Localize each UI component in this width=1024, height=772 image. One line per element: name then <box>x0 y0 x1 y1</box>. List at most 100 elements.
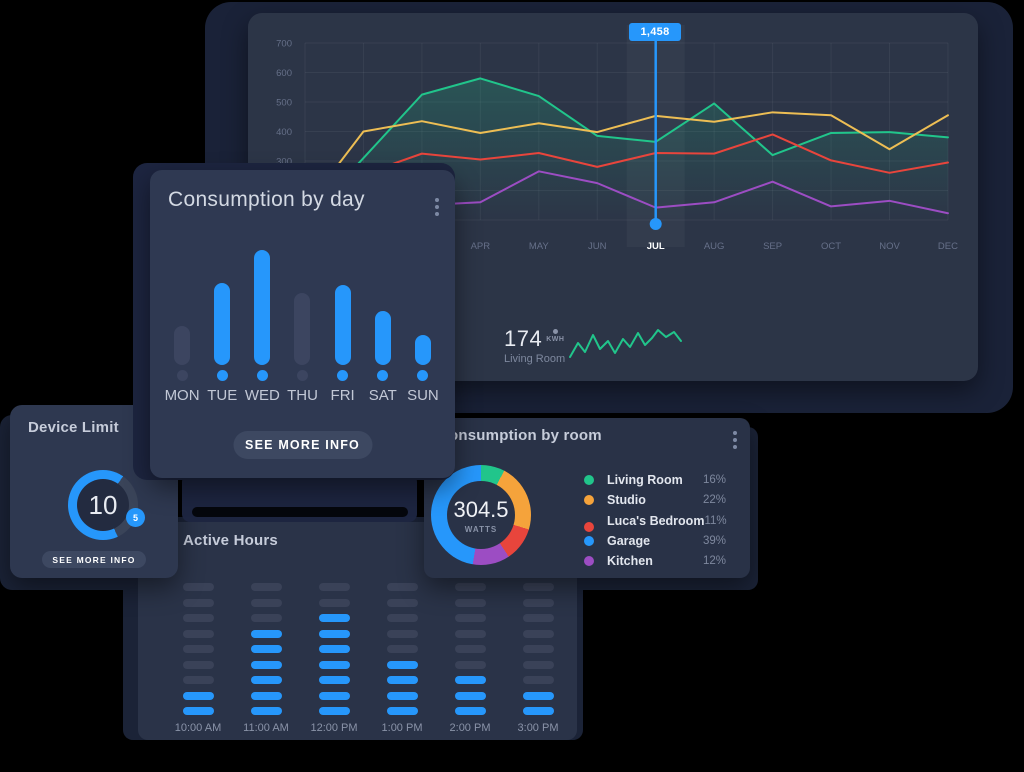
activity-pill <box>318 629 350 638</box>
x-axis-month-sep[interactable]: SEP <box>763 241 782 252</box>
activity-pill <box>250 691 282 700</box>
device-limit-badge: 5 <box>126 508 145 527</box>
legend-row-kitchen: Kitchen 12% <box>584 551 726 571</box>
stat-unit: KWH <box>546 336 565 343</box>
day-column-sun[interactable]: SUN <box>403 250 443 405</box>
day-column-fri[interactable]: FRI <box>323 250 363 405</box>
sparkline-path <box>569 329 682 358</box>
green-area-fill <box>305 78 948 222</box>
x-axis-month-jul[interactable]: JUL <box>647 241 665 252</box>
activity-pill <box>182 583 214 591</box>
legend-label: Living Room <box>607 473 683 488</box>
consumption-by-room-card: Consumption by room 304.5 WATTS Living R… <box>424 418 750 578</box>
x-axis-month-dec[interactable]: DEC <box>938 241 958 252</box>
tooltip-marker-dot[interactable] <box>649 218 662 230</box>
activity-pill <box>522 614 554 622</box>
activity-pill <box>182 645 214 653</box>
room-donut-chart: 304.5 WATTS <box>431 465 531 565</box>
day-column-wed[interactable]: WED <box>242 250 282 405</box>
y-axis-tick: 600 <box>276 68 292 79</box>
kebab-menu-icon[interactable] <box>431 194 443 220</box>
legend-dot-icon <box>584 536 594 547</box>
day-label: TUE <box>207 387 238 404</box>
living-room-stat: 174 KWH Living Room <box>504 326 565 365</box>
active-hours-column: 10:00 AM <box>164 583 232 734</box>
activity-pill <box>454 583 486 591</box>
room-legend: Living Room 16% Studio 22% Luca's Bedroom 11%… <box>584 470 727 571</box>
activity-pill <box>454 614 486 622</box>
legend-dot-icon <box>584 495 594 506</box>
legend-percent: 12% <box>702 555 726 568</box>
tooltip-value: 1,458 <box>640 26 670 38</box>
room-card-title: Consumption by room <box>438 427 602 444</box>
day-bar-chart: MON TUE WED THU FRI SAT SUN <box>162 250 443 405</box>
legend-row-luca-s-bedroom: Luca's Bedroom 11% <box>584 511 727 532</box>
day-label: FRI <box>330 387 355 404</box>
day-dot-icon <box>337 370 349 381</box>
activity-pill <box>522 676 554 684</box>
consumption-by-day-card: Consumption by day MON TUE WED THU FRI SAT SUN… <box>150 170 455 478</box>
activity-pill <box>182 629 214 638</box>
day-bar <box>374 311 391 365</box>
legend-label: Garage <box>607 534 651 549</box>
device-limit-value: 10 <box>88 489 118 520</box>
stat-dot-icon <box>552 329 558 334</box>
x-axis-month-jun[interactable]: JUN <box>588 241 607 252</box>
day-label: WED <box>244 387 280 404</box>
series-yellow-line <box>304 111 949 210</box>
y-axis-tick: 700 <box>276 39 292 50</box>
day-bar <box>294 293 311 365</box>
activity-pill <box>182 676 214 684</box>
stat-value: 174 <box>504 326 543 351</box>
legend-label: Kitchen <box>607 554 653 569</box>
time-label: 12:00 PM <box>310 722 358 734</box>
activity-pill <box>182 598 214 607</box>
activity-pill <box>318 676 350 684</box>
day-column-thu[interactable]: THU <box>282 250 322 405</box>
x-axis-month-oct[interactable]: OCT <box>821 241 841 252</box>
activity-pill <box>386 629 418 638</box>
kebab-menu-icon[interactable] <box>729 427 741 453</box>
legend-percent: 16% <box>702 474 726 487</box>
x-axis-month-apr[interactable]: APR <box>471 241 491 252</box>
day-bar <box>174 326 191 365</box>
legend-dot-icon <box>584 521 594 532</box>
legend-percent: 22% <box>702 494 726 507</box>
activity-pill <box>318 691 350 700</box>
consumption-line-chart[interactable]: 700600500400300JANFEBMARAPRMAYJUNJULAUGS… <box>248 13 978 381</box>
active-hours-chart: 10:00 AM 11:00 AM 12:00 PM 1:00 PM 2:00 PM 3:… <box>164 583 572 734</box>
activity-pill <box>386 660 418 669</box>
day-bar <box>254 250 271 365</box>
active-hours-column: 11:00 AM <box>232 583 300 734</box>
activity-pill <box>522 598 554 607</box>
device-see-more-info-button[interactable]: SEE MORE INFO <box>42 551 146 568</box>
legend-percent: 39% <box>702 535 726 548</box>
activity-pill <box>250 598 282 607</box>
day-see-more-info-button[interactable]: SEE MORE INFO <box>233 431 372 459</box>
activity-pill <box>250 660 282 669</box>
activity-pill <box>318 598 350 607</box>
day-dot-icon <box>296 370 308 381</box>
active-hours-column: 1:00 PM <box>368 583 436 734</box>
y-axis-tick: 400 <box>276 127 292 138</box>
x-axis-month-aug[interactable]: AUG <box>704 241 725 252</box>
activity-pill <box>454 660 486 669</box>
x-axis-month-may[interactable]: MAY <box>529 241 550 252</box>
day-dot-icon <box>176 370 188 381</box>
day-column-sat[interactable]: SAT <box>363 250 403 405</box>
time-label: 1:00 PM <box>381 722 423 734</box>
activity-pill <box>522 645 554 653</box>
activity-pill <box>318 583 350 591</box>
legend-label: Studio <box>607 493 646 508</box>
active-hours-column: 3:00 PM <box>504 583 572 734</box>
day-column-tue[interactable]: TUE <box>202 250 242 405</box>
x-axis-month-nov[interactable]: NOV <box>879 241 900 252</box>
device-limit-progress-ring: 10 5 <box>68 470 145 540</box>
activity-pill <box>386 598 418 607</box>
time-label: 3:00 PM <box>517 722 559 734</box>
day-column-mon[interactable]: MON <box>162 250 202 405</box>
activity-pill <box>522 691 554 700</box>
activity-pill <box>250 707 282 715</box>
active-hours-title: Active Hours <box>183 532 278 549</box>
